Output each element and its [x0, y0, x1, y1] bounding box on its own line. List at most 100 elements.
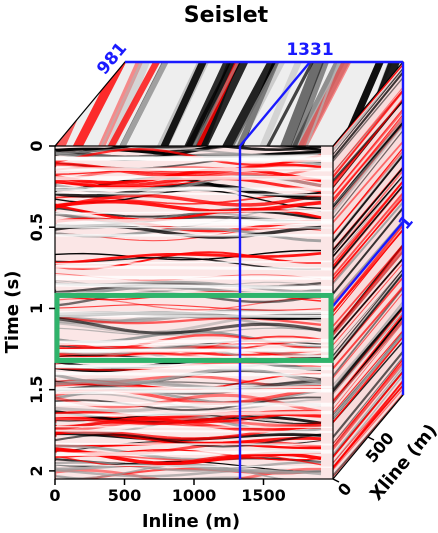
side-event	[333, 358, 403, 447]
x-axis-label: Inline (m)	[142, 511, 240, 532]
side-event	[333, 321, 403, 404]
trough	[55, 260, 333, 265]
streak	[264, 62, 316, 146]
trough	[55, 167, 333, 172]
side-event	[333, 392, 403, 478]
streak	[159, 62, 209, 146]
reflector	[55, 315, 322, 326]
streak	[98, 62, 144, 146]
side-event	[333, 244, 403, 327]
side-event	[333, 153, 403, 241]
slice-lines	[125, 60, 405, 479]
x-axis: 0 500 1000 1500 Inline (m)	[49, 479, 286, 532]
y-tick-label: 0.5	[27, 213, 46, 241]
side-event	[333, 303, 403, 386]
x-tick-label: 0	[49, 486, 60, 505]
side-event	[333, 124, 403, 211]
trough	[55, 220, 333, 228]
side-event	[333, 388, 403, 471]
front-panel	[55, 146, 333, 479]
side-event	[333, 263, 403, 346]
side-event	[333, 147, 403, 235]
streak	[296, 62, 353, 146]
side-event	[333, 350, 403, 438]
reflector	[55, 416, 322, 433]
reflector	[55, 251, 322, 265]
side-event	[333, 322, 403, 410]
streak	[258, 62, 304, 146]
side-event	[333, 367, 403, 455]
streak	[411, 58, 438, 150]
side-event	[333, 292, 403, 379]
side-event	[333, 192, 403, 277]
side-event	[333, 71, 403, 159]
streak	[279, 62, 325, 146]
reflector	[55, 249, 321, 261]
y-tick-label: 1.5	[27, 375, 46, 403]
trough	[55, 265, 333, 271]
side-event	[333, 154, 403, 243]
side-event	[333, 268, 403, 357]
side-event	[333, 175, 403, 257]
trough	[55, 338, 333, 345]
trough	[55, 371, 333, 377]
reflector	[55, 454, 322, 468]
side-event	[333, 307, 403, 393]
side-event	[333, 124, 403, 214]
y-tick-label: 2	[27, 465, 46, 476]
streak	[304, 62, 342, 146]
y-axis: 0 0.5 1 1.5 2 Time (s)	[2, 140, 55, 476]
reflector	[55, 304, 322, 311]
side-event	[333, 334, 403, 419]
side-event	[333, 286, 403, 370]
y-tick-label: 0	[27, 140, 46, 151]
trough	[55, 192, 333, 196]
z-tick-label: 0	[334, 479, 356, 500]
side-event	[333, 371, 403, 458]
trough	[55, 226, 333, 229]
streak	[183, 62, 233, 146]
side-event	[333, 356, 403, 444]
trough	[55, 426, 333, 429]
trough	[55, 154, 333, 161]
reflector	[55, 468, 322, 478]
side-event	[333, 89, 403, 178]
side-event	[333, 98, 403, 187]
side-event	[333, 257, 403, 341]
highlight-box	[54, 292, 334, 363]
side-event	[333, 336, 403, 423]
x-tick-label: 1500	[241, 486, 286, 505]
streak	[106, 62, 162, 146]
reflector	[55, 162, 322, 176]
streak	[190, 62, 242, 146]
side-event	[333, 333, 403, 415]
side-event	[333, 224, 403, 313]
side-event	[333, 272, 403, 361]
side-event	[333, 246, 403, 335]
side-event	[333, 130, 403, 219]
reflector	[55, 327, 322, 336]
side-event	[333, 380, 403, 469]
side-event	[333, 141, 403, 224]
side-event	[333, 176, 403, 262]
side-event	[333, 251, 403, 336]
streak	[289, 62, 331, 146]
trough	[55, 314, 333, 318]
streak	[412, 58, 438, 150]
trough	[55, 388, 333, 395]
x-tick-label: 500	[108, 486, 141, 505]
reflector	[55, 199, 322, 214]
trough	[55, 464, 333, 468]
trough	[55, 343, 333, 346]
trough	[55, 385, 333, 390]
inline-slice-label: 1331	[286, 40, 333, 60]
side-event	[333, 68, 403, 155]
streak	[118, 62, 171, 146]
side-event	[333, 287, 403, 377]
y-tick-label: 1	[27, 303, 46, 314]
trough	[55, 348, 333, 352]
reflector	[55, 396, 322, 411]
side-event	[333, 86, 403, 174]
side-event	[333, 362, 403, 450]
side-event	[333, 180, 403, 267]
